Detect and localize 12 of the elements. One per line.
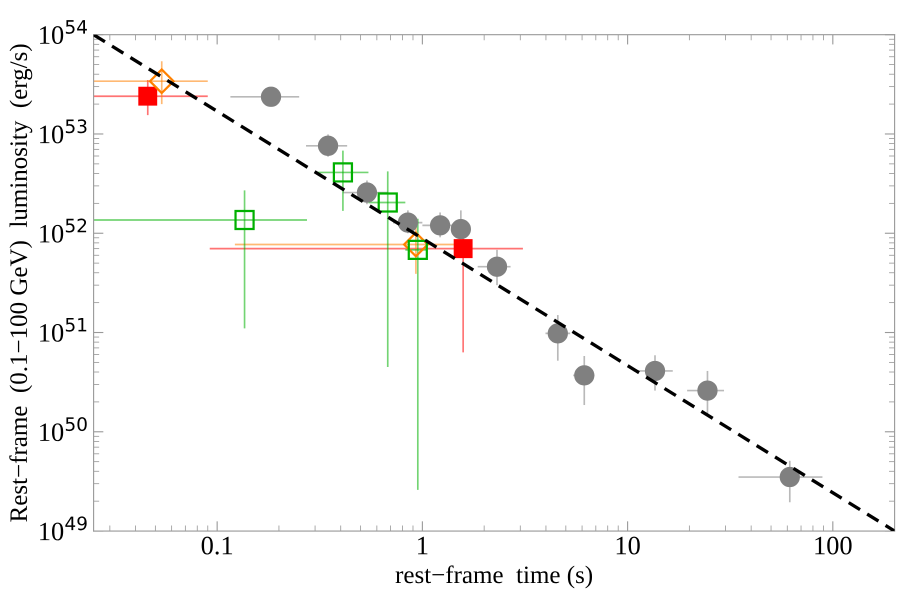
y-tick-label: 10$^{49}$: [40, 516, 87, 540]
x-tick-label: 10: [616, 536, 640, 554]
y-tick-label: 10$^{50}$: [40, 417, 87, 442]
y-tick-label: 10$^{52}$: [40, 218, 86, 243]
y-tick-label: 10$^{51}$: [40, 318, 86, 342]
x-tick-label: 0.1: [202, 536, 232, 555]
y-axis-title: Rest−frame (0.1−100 GeV) luminosity (erg/s): [9, 44, 32, 522]
x-tick-label: 1: [418, 536, 428, 554]
x-axis-title: rest−frame time (s): [396, 565, 592, 588]
x-tick-label: 100: [815, 536, 852, 554]
y-tick-label: 10$^{54}$: [40, 20, 87, 44]
y-tick-label: 10$^{53}$: [40, 119, 86, 144]
